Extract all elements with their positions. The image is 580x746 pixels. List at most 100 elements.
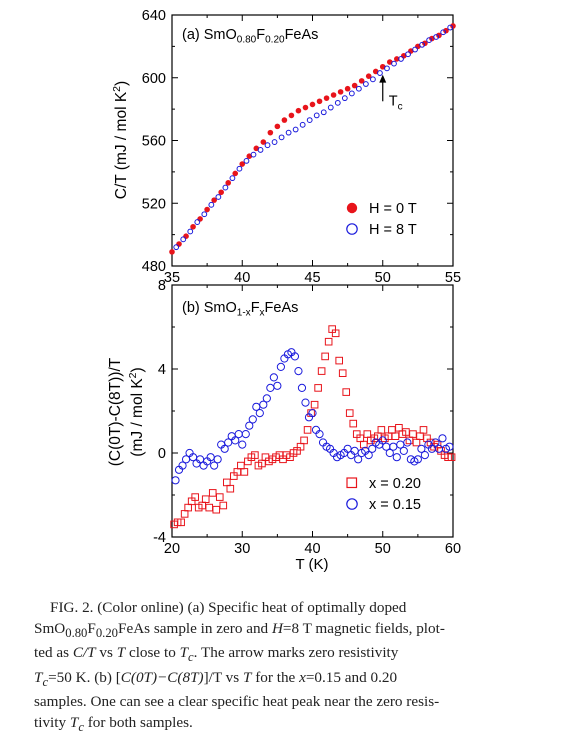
data-point [220, 444, 229, 453]
data-point [344, 85, 351, 92]
data-point [184, 503, 192, 512]
data-point [403, 438, 412, 447]
data-point [422, 40, 428, 47]
legend-label-x015: x = 0.15 [369, 497, 421, 513]
legend-marker-h8 [346, 223, 358, 235]
panel-a-title: (a) SmO0.80F0.20FeAs [182, 27, 318, 46]
data-point [299, 121, 306, 128]
data-point [208, 201, 215, 208]
y-tick-label: 520 [142, 196, 166, 212]
data-point [445, 442, 454, 451]
data-point [313, 112, 320, 119]
data-point [225, 180, 231, 186]
data-point [229, 175, 236, 182]
data-point [314, 384, 322, 392]
data-point [391, 432, 400, 440]
data-point [222, 184, 229, 191]
data-point [365, 73, 372, 79]
data-point [269, 373, 278, 382]
data-point [276, 362, 285, 371]
panel-a-ylabel: C/T (mJ / mol K2) [111, 81, 130, 199]
data-point [321, 352, 329, 361]
panel-b-legend: x = 0.20 x = 0.15 [346, 476, 421, 513]
data-point [278, 134, 285, 141]
legend-label-x020: x = 0.20 [369, 476, 421, 492]
panel-a-legend: H = 0 T H = 8 T [346, 201, 417, 238]
x-tick-label: 55 [445, 270, 461, 286]
data-point [239, 161, 246, 167]
data-point [257, 147, 264, 153]
data-point [370, 76, 376, 83]
y-tick-label: 8 [158, 278, 166, 294]
data-point [267, 129, 274, 136]
data-point [349, 419, 358, 428]
data-point [433, 34, 440, 40]
data-point [413, 455, 422, 464]
data-point [234, 430, 243, 439]
data-point [187, 228, 194, 235]
data-point [236, 165, 243, 172]
data-point [303, 426, 312, 434]
data-point [327, 104, 334, 111]
x-tick-label: 20 [164, 541, 180, 557]
data-point [288, 112, 295, 119]
data-point [364, 451, 373, 460]
data-point [259, 400, 268, 409]
data-point [412, 46, 418, 53]
panel-b-title: (b) SmO1-xFxFeAs [182, 300, 298, 319]
data-point [368, 444, 377, 453]
data-point [237, 461, 245, 470]
data-point [330, 92, 337, 98]
data-point [297, 383, 307, 392]
data-point [306, 117, 313, 124]
data-point [250, 151, 257, 158]
data-point [416, 432, 424, 440]
data-point [264, 142, 271, 149]
data-point [215, 194, 222, 200]
data-point [398, 56, 404, 62]
panel-b-ylabel-line1: (C(0T)-C(8T))/T [107, 357, 124, 466]
x-tick-label: 40 [304, 541, 320, 557]
data-point [290, 352, 300, 361]
data-point [358, 78, 365, 84]
data-point [417, 444, 426, 453]
data-point [180, 236, 187, 243]
data-point [205, 503, 214, 512]
data-point [190, 223, 196, 230]
data-point [420, 451, 429, 460]
data-point [426, 37, 433, 43]
x-tick-label: 45 [304, 270, 320, 286]
data-point [389, 442, 398, 451]
panel-a: 35 40 45 50 55 480 520 560 600 640 (a) SmO0.80F0.… [111, 8, 461, 286]
data-point [377, 70, 383, 76]
data-point [388, 426, 396, 434]
data-point [345, 409, 354, 417]
x-tick-label: 30 [234, 541, 250, 557]
tc-arrow-annotation: Tc [379, 74, 403, 112]
data-point [331, 329, 340, 338]
caption-line-2: SmO0.80F0.20FeAs sample in zero and H=8 … [34, 619, 445, 640]
data-point [434, 444, 444, 453]
data-point [338, 369, 347, 377]
data-point [215, 493, 224, 501]
x-tick-label: 50 [375, 270, 391, 286]
data-point [248, 415, 257, 424]
tc-annotation-label: Tc [389, 93, 403, 112]
data-point [295, 107, 302, 114]
data-point [231, 436, 240, 445]
caption-line-5: samples. One can see a clear specific he… [34, 693, 440, 711]
data-point [169, 249, 175, 255]
data-point [384, 65, 390, 72]
data-point [405, 51, 411, 58]
data-point [315, 430, 324, 439]
data-point [222, 478, 231, 487]
panel-b-xlabel: T (K) [295, 556, 328, 573]
y-tick-label: 480 [142, 259, 166, 275]
caption-line-4: Tc=50 K. (b) [C(0T)−C(8T)]/T vs T for th… [34, 668, 398, 689]
caption-line-3: ted as C/T vs T close to Tc. The arrow m… [34, 644, 399, 665]
data-point [204, 206, 210, 213]
data-point [212, 505, 221, 514]
data-point [316, 98, 323, 105]
data-point [201, 211, 208, 218]
